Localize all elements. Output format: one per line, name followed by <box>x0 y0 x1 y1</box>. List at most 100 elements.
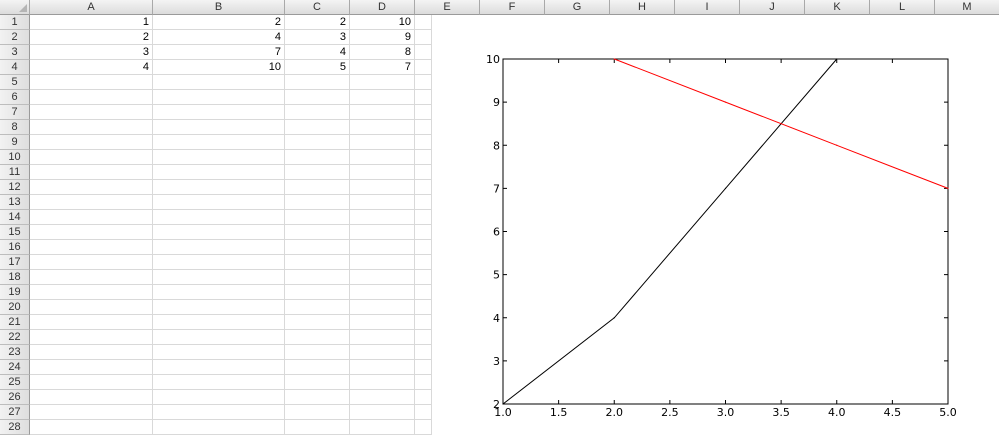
empty-cell[interactable] <box>415 165 432 180</box>
empty-cell[interactable] <box>415 345 432 360</box>
empty-cell[interactable] <box>30 90 153 105</box>
row-header-15[interactable]: 15 <box>0 225 30 240</box>
empty-cell[interactable] <box>30 105 153 120</box>
empty-cell[interactable] <box>285 270 350 285</box>
column-header-e[interactable]: E <box>415 0 480 15</box>
empty-cell[interactable] <box>285 75 350 90</box>
empty-cell[interactable] <box>285 150 350 165</box>
empty-cell[interactable] <box>350 75 415 90</box>
empty-cell[interactable] <box>415 405 432 420</box>
empty-cell[interactable] <box>285 255 350 270</box>
column-header-a[interactable]: A <box>30 0 153 15</box>
cell-a3[interactable]: 3 <box>30 45 153 60</box>
row-header-19[interactable]: 19 <box>0 285 30 300</box>
cell-b2[interactable]: 4 <box>153 30 285 45</box>
empty-cell[interactable] <box>350 390 415 405</box>
empty-cell[interactable] <box>415 315 432 330</box>
empty-cell[interactable] <box>285 210 350 225</box>
empty-cell[interactable] <box>415 240 432 255</box>
empty-cell[interactable] <box>285 390 350 405</box>
empty-cell[interactable] <box>153 75 285 90</box>
empty-cell[interactable] <box>415 390 432 405</box>
empty-cell[interactable] <box>285 315 350 330</box>
row-header-22[interactable]: 22 <box>0 330 30 345</box>
empty-cell[interactable] <box>350 270 415 285</box>
cell-b3[interactable]: 7 <box>153 45 285 60</box>
row-header-27[interactable]: 27 <box>0 405 30 420</box>
empty-cell[interactable] <box>30 285 153 300</box>
empty-cell[interactable] <box>415 105 432 120</box>
row-header-23[interactable]: 23 <box>0 345 30 360</box>
empty-cell[interactable] <box>30 330 153 345</box>
empty-cell[interactable] <box>285 420 350 435</box>
empty-cell[interactable] <box>153 420 285 435</box>
empty-cell[interactable] <box>285 285 350 300</box>
row-header-1[interactable]: 1 <box>0 15 30 30</box>
empty-cell[interactable] <box>350 330 415 345</box>
row-header-6[interactable]: 6 <box>0 90 30 105</box>
empty-cell[interactable] <box>350 210 415 225</box>
empty-cell[interactable] <box>153 135 285 150</box>
empty-cell[interactable] <box>350 255 415 270</box>
cell-c4[interactable]: 5 <box>285 60 350 75</box>
empty-cell[interactable] <box>30 360 153 375</box>
column-header-i[interactable]: I <box>675 0 740 15</box>
empty-cell[interactable] <box>153 300 285 315</box>
empty-cell[interactable] <box>153 150 285 165</box>
row-header-14[interactable]: 14 <box>0 210 30 225</box>
empty-cell[interactable] <box>153 240 285 255</box>
cell-c2[interactable]: 3 <box>285 30 350 45</box>
empty-cell[interactable] <box>350 225 415 240</box>
column-header-c[interactable]: C <box>285 0 350 15</box>
empty-cell[interactable] <box>30 315 153 330</box>
empty-cell[interactable] <box>285 300 350 315</box>
empty-cell[interactable] <box>285 180 350 195</box>
cell-d2[interactable]: 9 <box>350 30 415 45</box>
empty-cell[interactable] <box>153 90 285 105</box>
empty-cell[interactable] <box>153 360 285 375</box>
row-header-5[interactable]: 5 <box>0 75 30 90</box>
empty-cell[interactable] <box>285 330 350 345</box>
empty-cell[interactable] <box>153 375 285 390</box>
cell-d1[interactable]: 10 <box>350 15 415 30</box>
empty-cell[interactable] <box>30 210 153 225</box>
row-header-17[interactable]: 17 <box>0 255 30 270</box>
empty-cell[interactable] <box>30 135 153 150</box>
empty-cell[interactable] <box>30 180 153 195</box>
cell-d4[interactable]: 7 <box>350 60 415 75</box>
empty-cell[interactable] <box>415 75 432 90</box>
empty-cell[interactable] <box>153 210 285 225</box>
select-all-corner[interactable] <box>0 0 30 15</box>
empty-cell[interactable] <box>285 240 350 255</box>
empty-cell[interactable] <box>415 120 432 135</box>
empty-cell[interactable] <box>415 15 432 30</box>
empty-cell[interactable] <box>30 255 153 270</box>
empty-cell[interactable] <box>415 375 432 390</box>
row-header-24[interactable]: 24 <box>0 360 30 375</box>
empty-cell[interactable] <box>30 195 153 210</box>
cell-b4[interactable]: 10 <box>153 60 285 75</box>
row-header-10[interactable]: 10 <box>0 150 30 165</box>
empty-cell[interactable] <box>30 300 153 315</box>
empty-cell[interactable] <box>153 255 285 270</box>
empty-cell[interactable] <box>153 105 285 120</box>
empty-cell[interactable] <box>285 90 350 105</box>
empty-cell[interactable] <box>285 375 350 390</box>
empty-cell[interactable] <box>153 390 285 405</box>
empty-cell[interactable] <box>415 210 432 225</box>
empty-cell[interactable] <box>153 285 285 300</box>
cell-a1[interactable]: 1 <box>30 15 153 30</box>
empty-cell[interactable] <box>153 330 285 345</box>
empty-cell[interactable] <box>153 405 285 420</box>
empty-cell[interactable] <box>153 345 285 360</box>
empty-cell[interactable] <box>350 90 415 105</box>
empty-cell[interactable] <box>285 405 350 420</box>
empty-cell[interactable] <box>153 270 285 285</box>
empty-cell[interactable] <box>30 75 153 90</box>
column-header-f[interactable]: F <box>480 0 545 15</box>
column-header-l[interactable]: L <box>870 0 935 15</box>
empty-cell[interactable] <box>153 225 285 240</box>
row-header-16[interactable]: 16 <box>0 240 30 255</box>
empty-cell[interactable] <box>350 405 415 420</box>
